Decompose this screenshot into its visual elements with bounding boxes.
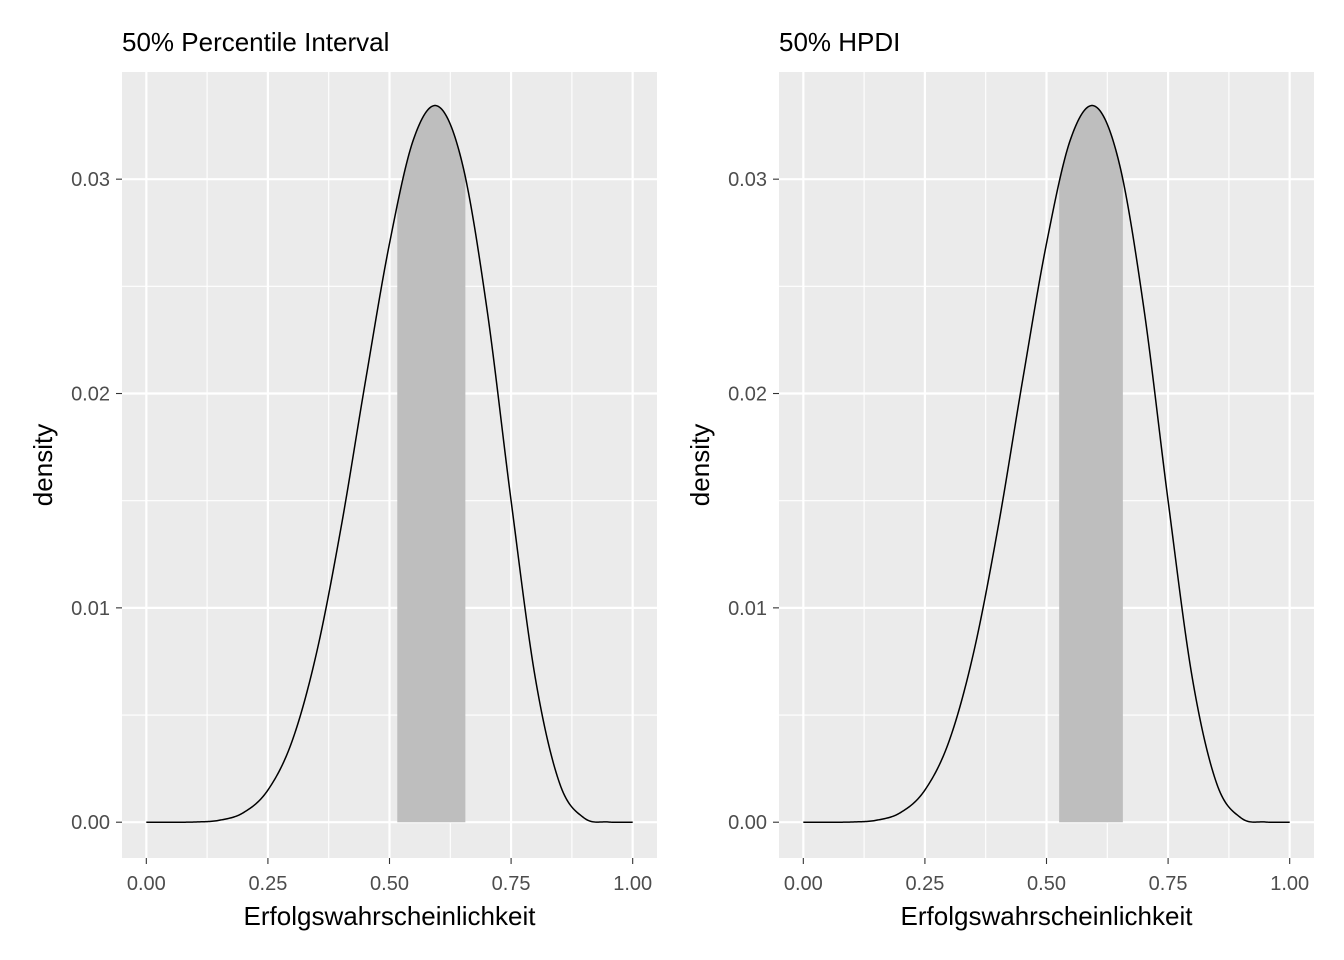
y-tick-label: 0.03	[728, 169, 767, 191]
y-axis-title: density	[28, 424, 58, 506]
y-tick-label: 0.00	[728, 812, 767, 834]
y-tick-label: 0.02	[71, 384, 110, 406]
x-tick-label: 0.00	[127, 873, 166, 895]
axis-ticks: 0.00 0.25 0.50 0.75 1.00 0.00 0.01 0.02 0.03	[71, 169, 652, 895]
shaded-interval	[1059, 105, 1123, 823]
x-tick-label: 0.25	[248, 873, 287, 895]
shaded-interval	[397, 105, 466, 823]
chart-panel-percentile: 50% Percentile Interval 0.00 0.25 0.50 0.75…	[28, 27, 657, 931]
x-tick-label: 1.00	[613, 873, 652, 895]
axis-ticks: 0.00 0.25 0.50 0.75 1.00 0.00 0.01 0.02 0.03	[728, 169, 1309, 895]
y-tick-label: 0.01	[728, 598, 767, 620]
chart-title: 50% Percentile Interval	[122, 27, 389, 57]
y-tick-label: 0.00	[71, 812, 110, 834]
x-tick-label: 0.50	[370, 873, 409, 895]
y-axis-title: density	[685, 424, 715, 506]
x-tick-label: 0.50	[1027, 873, 1066, 895]
x-axis-title: Erfolgswahrscheinlichkeit	[244, 901, 537, 931]
x-tick-label: 0.00	[784, 873, 823, 895]
x-tick-label: 0.75	[492, 873, 531, 895]
x-tick-label: 0.75	[1149, 873, 1188, 895]
x-tick-label: 1.00	[1270, 873, 1309, 895]
y-tick-label: 0.01	[71, 598, 110, 620]
chart-title: 50% HPDI	[779, 27, 900, 57]
y-tick-label: 0.03	[71, 169, 110, 191]
y-tick-label: 0.02	[728, 384, 767, 406]
x-tick-label: 0.25	[905, 873, 944, 895]
x-axis-title: Erfolgswahrscheinlichkeit	[901, 901, 1194, 931]
density-curve	[803, 104, 1290, 823]
density-curve	[146, 104, 633, 823]
chart-panel-hpdi: 50% HPDI 0.00 0.25 0.50 0.75 1.000.000.010.0…	[685, 27, 1314, 931]
